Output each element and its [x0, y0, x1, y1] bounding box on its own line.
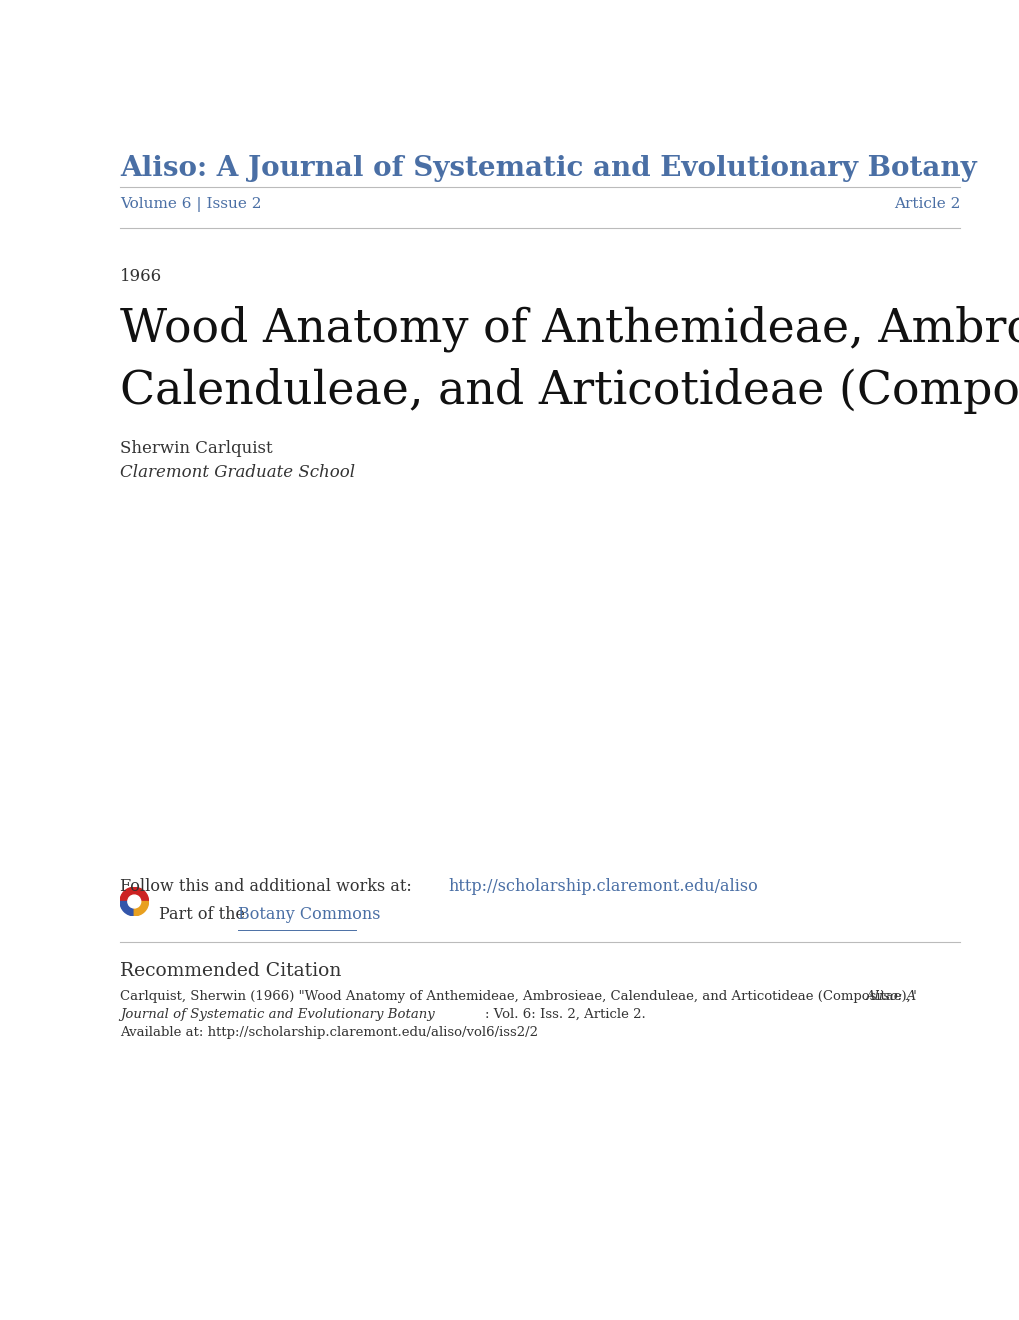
Text: : Vol. 6: Iss. 2, Article 2.: : Vol. 6: Iss. 2, Article 2.	[485, 1008, 645, 1020]
Text: Aliso: A Journal of Systematic and Evolutionary Botany: Aliso: A Journal of Systematic and Evolu…	[120, 154, 976, 182]
Text: Sherwin Carlquist: Sherwin Carlquist	[120, 440, 272, 457]
Text: Available at: http://scholarship.claremont.edu/aliso/vol6/iss2/2: Available at: http://scholarship.claremo…	[120, 1026, 537, 1039]
Text: http://scholarship.claremont.edu/aliso: http://scholarship.claremont.edu/aliso	[448, 878, 757, 895]
Text: Claremont Graduate School: Claremont Graduate School	[120, 465, 355, 480]
Text: Recommended Citation: Recommended Citation	[120, 962, 341, 979]
Text: Follow this and additional works at:: Follow this and additional works at:	[120, 878, 417, 895]
Wedge shape	[135, 902, 149, 916]
Text: Article 2: Article 2	[893, 197, 959, 211]
Wedge shape	[120, 887, 149, 902]
Circle shape	[127, 895, 141, 908]
Text: Carlquist, Sherwin (1966) "Wood Anatomy of Anthemideae, Ambrosieae, Calenduleae,: Carlquist, Sherwin (1966) "Wood Anatomy …	[120, 990, 920, 1003]
Text: Wood Anatomy of Anthemideae, Ambrosieae,: Wood Anatomy of Anthemideae, Ambrosieae,	[120, 305, 1019, 351]
Text: Botany Commons: Botany Commons	[238, 906, 380, 923]
Text: Aliso: A: Aliso: A	[864, 990, 915, 1003]
Text: Volume 6 | Issue 2: Volume 6 | Issue 2	[120, 197, 261, 213]
Text: Calenduleae, and Articotideae (Compositae): Calenduleae, and Articotideae (Composita…	[120, 368, 1019, 414]
Text: Journal of Systematic and Evolutionary Botany: Journal of Systematic and Evolutionary B…	[120, 1008, 434, 1020]
Wedge shape	[120, 902, 135, 916]
Text: 1966: 1966	[120, 268, 162, 285]
Text: Part of the: Part of the	[159, 906, 250, 923]
